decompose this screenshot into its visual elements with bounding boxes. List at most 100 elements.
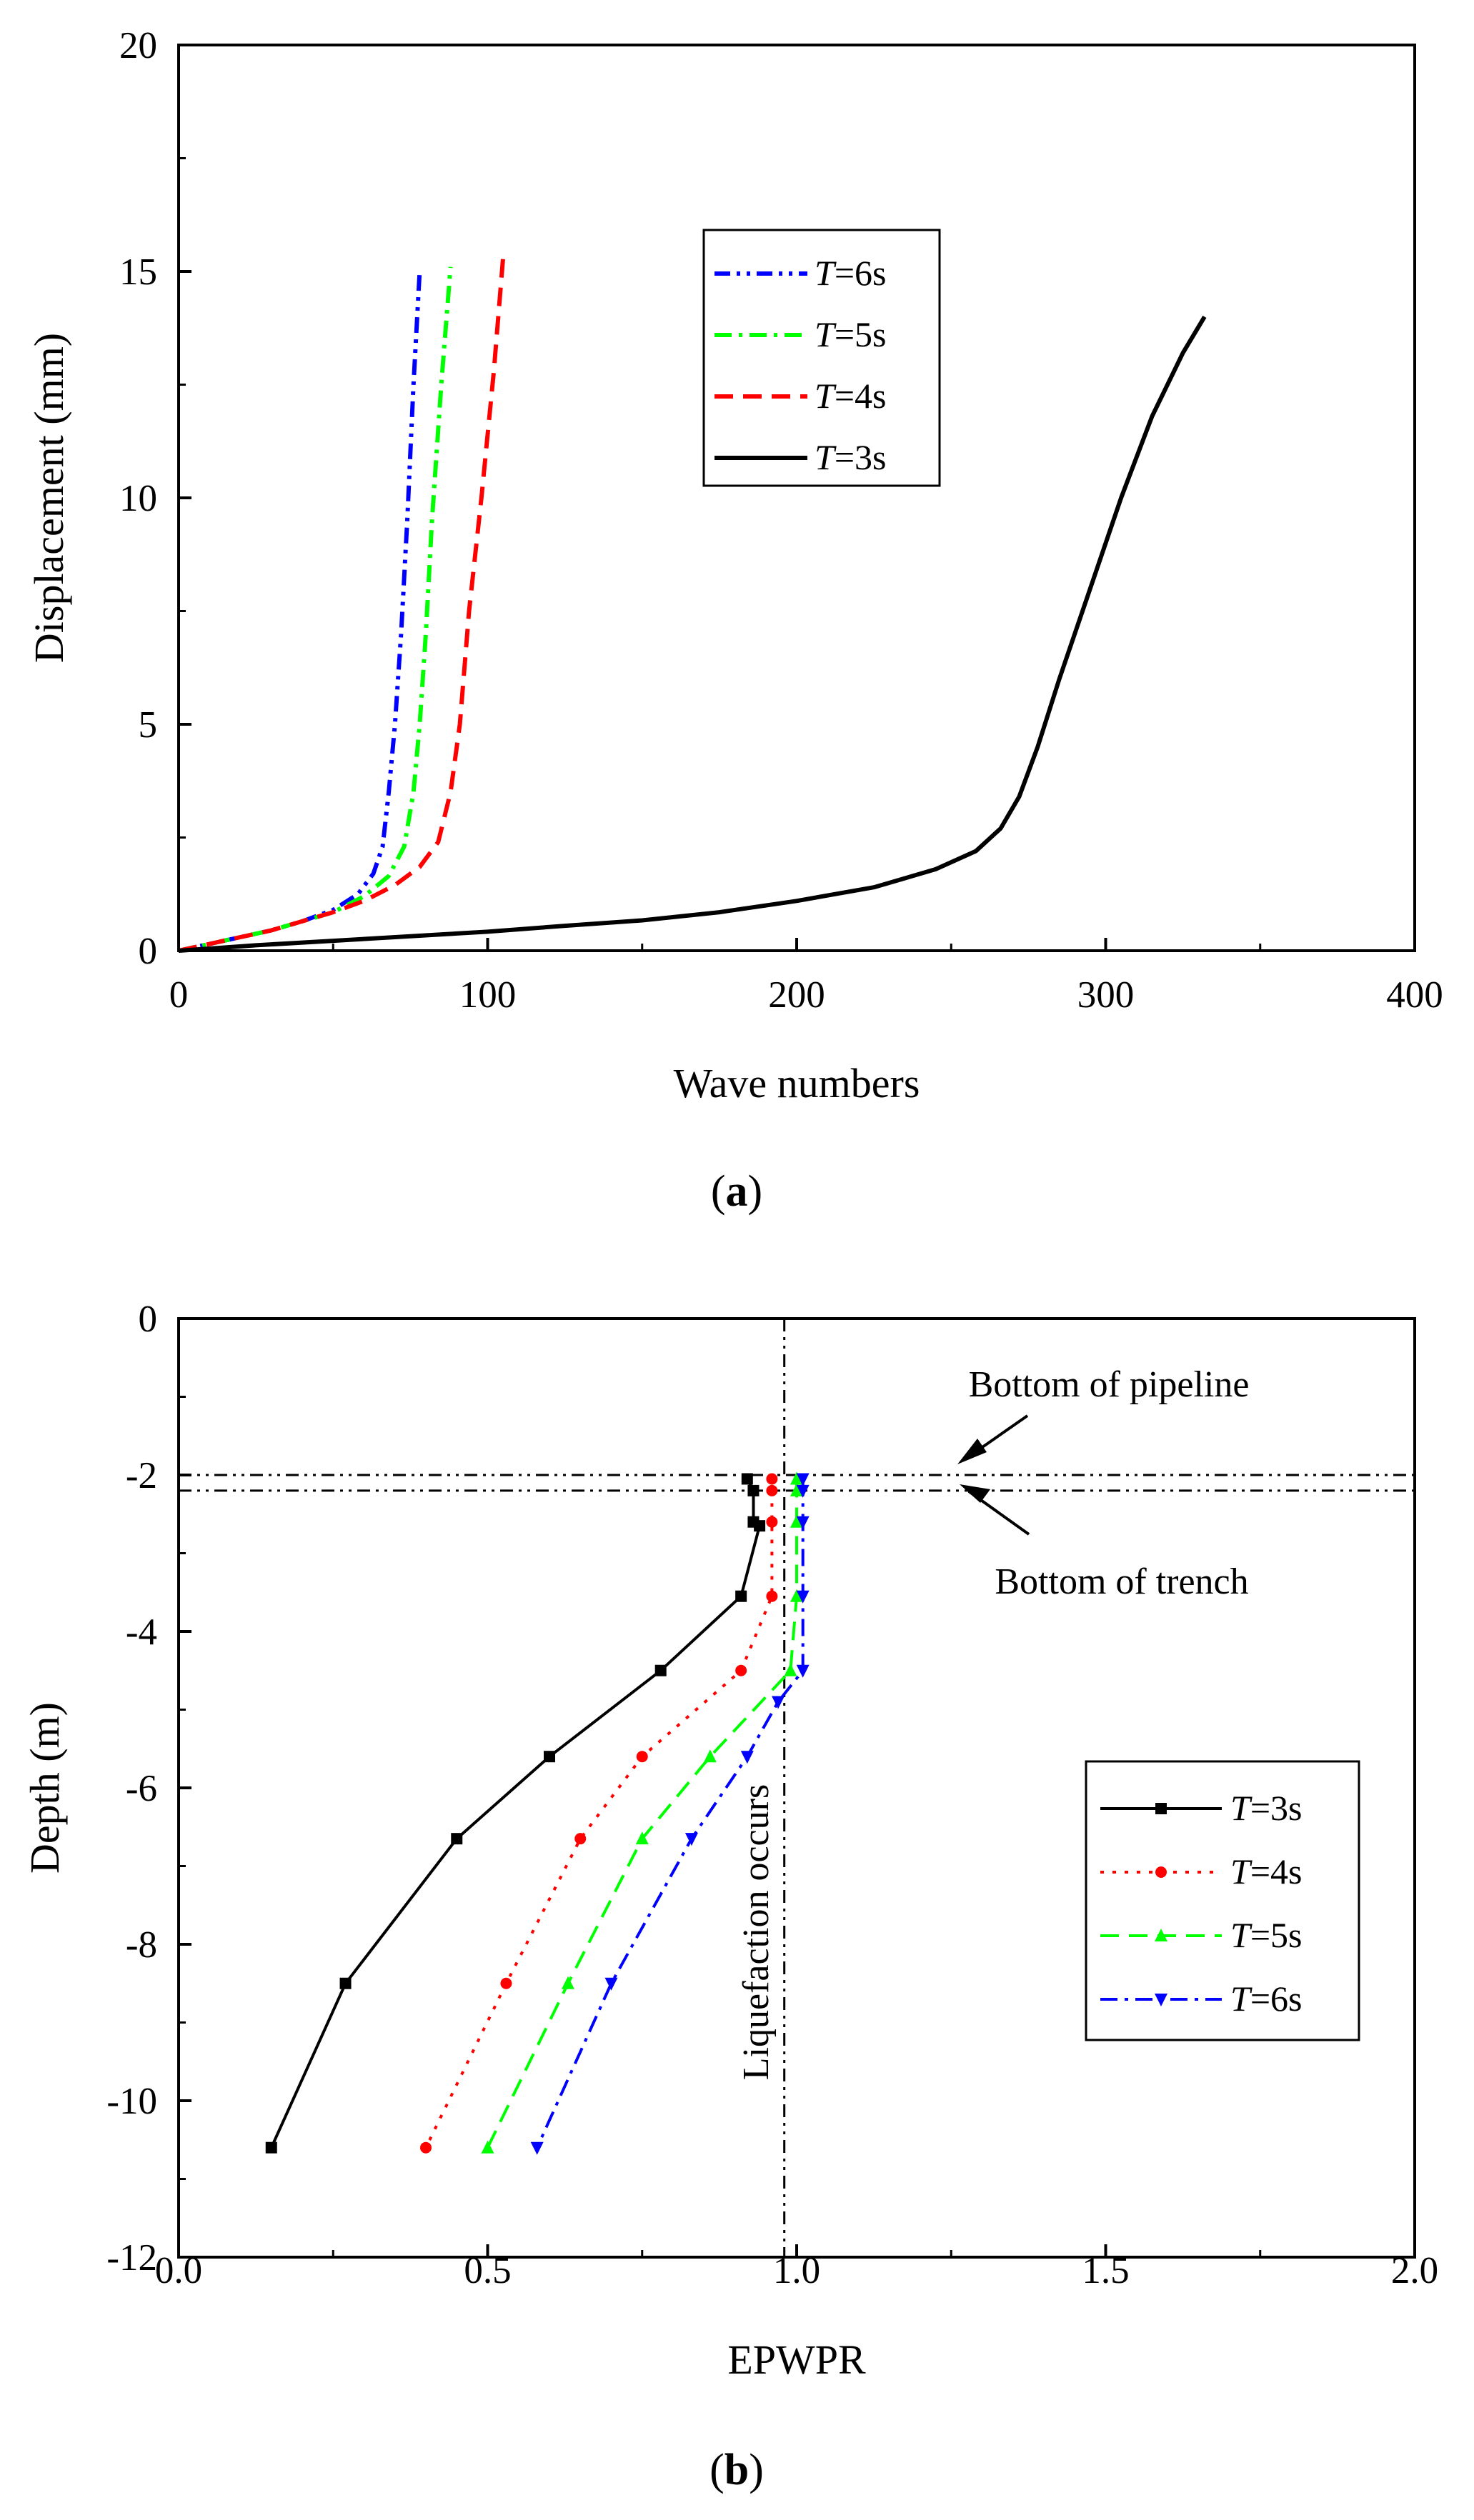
panel-a-y-axis-title: Displacement (mm): [26, 333, 72, 663]
annotation-bottom-of-pipeline: Bottom of pipeline: [969, 1364, 1250, 1405]
panel-b-y-tick-label: -12: [106, 2237, 157, 2279]
panel-a-x-tick-label: 100: [459, 974, 517, 1016]
panel-b-x-tick-label: 1.5: [1082, 2250, 1129, 2291]
series-line-t6: [178, 271, 422, 953]
data-point-square: [544, 1751, 555, 1763]
pipeline-arrow: [957, 1414, 1029, 1464]
panel-a-y-tick-label: 5: [139, 704, 158, 746]
data-point-circle: [574, 1833, 587, 1845]
panel-b-y-tick-label: -6: [126, 1768, 157, 1809]
data-point-square: [741, 1473, 753, 1485]
data-point-circle: [766, 1516, 778, 1528]
data-point-square: [339, 1977, 352, 1989]
series-line: [269, 1478, 762, 2149]
data-point-triangle-down: [796, 1590, 810, 1604]
data-point-triangle-down: [604, 1977, 618, 1991]
panel-a-x-tick-label: 0: [169, 974, 189, 1016]
legend-entry-label: T=3s: [815, 437, 886, 477]
panel-a-ticks: [177, 44, 1416, 952]
data-point-triangle-up: [790, 1589, 803, 1602]
data-point-triangle-up: [790, 1483, 803, 1496]
panel-a-y-tick-label: 15: [119, 251, 157, 293]
panel-b-legend: T=3s T=4s T=5s T=6s: [1085, 1760, 1360, 2041]
data-point-triangle-up: [703, 1749, 717, 1763]
legend-entry-label: T=5s: [1230, 1915, 1302, 1955]
data-point-triangle-up: [635, 1831, 649, 1845]
series-line-t3: [178, 315, 1207, 953]
data-point-triangle-down: [796, 1473, 810, 1486]
data-point-circle: [766, 1590, 778, 1602]
data-point-triangle-down: [796, 1516, 810, 1529]
data-point-triangle-down: [796, 1484, 810, 1498]
series-line: [486, 1479, 798, 2149]
data-point-square: [1155, 1803, 1167, 1814]
panel-a-caption: (a): [711, 1167, 762, 1216]
data-point-circle: [766, 1484, 778, 1496]
series-line-t5: [178, 266, 453, 953]
panel-b-caption: (b): [709, 2446, 764, 2494]
data-point-square: [735, 1590, 747, 1602]
panel-a-legend: T=6s T=5s T=4s T=3s: [702, 229, 941, 487]
legend-entry-label: T=3s: [1230, 1788, 1302, 1828]
panel-a-y-tick-label: 0: [139, 931, 158, 972]
panel-a-legend-samples: [714, 271, 807, 460]
data-point-triangle-down: [1155, 1994, 1167, 2006]
legend-entry-label: T=4s: [1230, 1851, 1302, 1891]
panel-a-x-tick-label: 300: [1077, 974, 1135, 1016]
panel-b-y-tick-label: -4: [126, 1611, 157, 1653]
data-point-square: [265, 2141, 277, 2154]
data-point-square: [747, 1484, 760, 1496]
panel-a-y-tick-label: 10: [119, 478, 157, 519]
data-point-triangle-down: [740, 1751, 754, 1764]
data-point-triangle-up: [561, 1976, 574, 1989]
panel-b-y-tick-label: -2: [126, 1455, 157, 1496]
data-point-triangle-down: [796, 1664, 810, 1678]
panel-a-legend-box: [702, 229, 941, 487]
annotation-liquefaction-occurs: Liquefaction occurs: [736, 1784, 777, 2080]
data-point-triangle-up: [790, 1471, 803, 1485]
data-point-triangle-up: [481, 2140, 494, 2154]
panel-a-x-axis-title: Wave numbers: [674, 1060, 920, 1106]
data-point-square: [654, 1664, 667, 1676]
panel-a-plot-frame: [177, 44, 1416, 952]
data-point-circle: [420, 2141, 432, 2154]
data-point-triangle-down: [772, 1696, 785, 1709]
data-point-triangle-down: [684, 1833, 698, 1846]
legend-entry-label: T=4s: [815, 376, 886, 416]
data-point-triangle-up: [1155, 1929, 1167, 1941]
data-point-square: [451, 1833, 463, 1845]
panel-b-x-tick-label: 1.0: [773, 2250, 820, 2291]
panel-b-y-tick-label: -10: [106, 2081, 157, 2122]
data-point-circle: [735, 1664, 747, 1676]
legend-entry-label: T=6s: [1230, 1979, 1302, 2019]
panel-b-y-axis-title: Depth (m): [21, 1702, 68, 1874]
panel-b-ticks: [177, 1317, 1416, 2259]
data-point-circle: [500, 1977, 512, 1989]
panel-a-y-tick-label: 20: [119, 25, 157, 66]
data-point-circle: [1155, 1866, 1167, 1878]
data-point-square: [754, 1520, 766, 1532]
panel-b-y-tick-label: -8: [126, 1924, 157, 1966]
data-point-triangle-up: [784, 1663, 797, 1676]
panel-a-x-tick-label: 200: [768, 974, 825, 1016]
panel-a-displacement-chart: 0 100 200 300 400 0 5 10 15 20 Wave numb…: [26, 25, 1443, 1216]
panel-a-series-layer: [178, 257, 1207, 953]
series-line: [535, 1479, 805, 2149]
panel-a-x-tick-label: 400: [1386, 974, 1443, 1016]
legend-entry-label: T=6s: [815, 253, 886, 293]
panel-b-x-axis-title: EPWPR: [727, 2336, 866, 2383]
panel-b-x-tick-label: 0.0: [155, 2250, 202, 2291]
series-line-t4: [178, 257, 506, 953]
panel-b-epwpr-chart: 0.0 0.5 1.0 1.5 2.0 0 -2 -4 -6 -8 -10 -1…: [21, 1299, 1438, 2494]
panel-b-x-tick-label: 0.5: [464, 2250, 511, 2291]
panel-b-y-tick-label: 0: [139, 1299, 158, 1340]
legend-entry-label: T=5s: [815, 314, 886, 354]
data-point-triangle-down: [530, 2141, 544, 2155]
panel-b-x-tick-label: 2.0: [1391, 2250, 1438, 2291]
panel-b-legend-samples: [1100, 1803, 1222, 2006]
annotation-bottom-of-trench: Bottom of trench: [995, 1561, 1248, 1602]
data-point-triangle-up: [790, 1514, 803, 1528]
trench-arrow: [960, 1484, 1030, 1536]
data-point-circle: [766, 1473, 778, 1485]
